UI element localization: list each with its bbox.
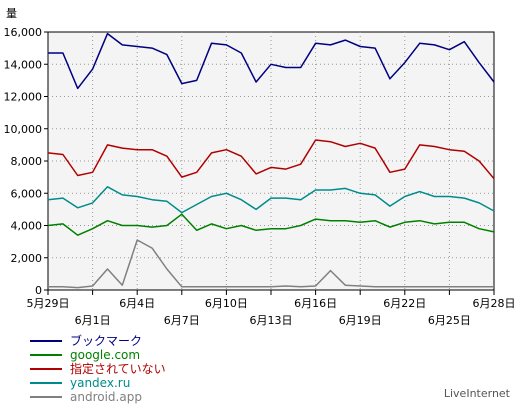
legend-label: android.app xyxy=(70,390,142,404)
y-tick-label: 6,000 xyxy=(11,187,43,200)
x-tick-label: 6月16日 xyxy=(294,297,337,310)
x-tick-label: 6月28日 xyxy=(473,297,516,310)
legend: ブックマークgoogle.com指定されていないyandex.ruandroid… xyxy=(30,333,166,404)
series-line xyxy=(48,239,494,289)
x-tick-label: 6月19日 xyxy=(339,314,382,327)
series-line xyxy=(47,213,495,236)
y-tick-label: 12,000 xyxy=(4,91,43,104)
x-tick-label: 6月25日 xyxy=(428,314,471,327)
series-line xyxy=(48,32,495,90)
x-tick-label: 6月10日 xyxy=(205,297,248,310)
x-tick-label: 6月22日 xyxy=(383,297,426,310)
x-tick-label: 6月4日 xyxy=(119,297,155,310)
x-tick-label: 6月1日 xyxy=(75,314,111,327)
y-tick-label: 16,000 xyxy=(4,26,43,39)
x-tick-label: 6月13日 xyxy=(250,314,293,327)
y-tick-label: 4,000 xyxy=(11,220,43,233)
x-tick-label: 5月29日 xyxy=(27,297,70,310)
gridlines xyxy=(48,32,494,290)
x-tick-label: 6月7日 xyxy=(164,314,200,327)
legend-label: 指定されていない xyxy=(70,361,166,376)
y-tick-label: 2,000 xyxy=(11,252,43,265)
y-tick-label: 14,000 xyxy=(4,58,43,71)
y-tick-label: 8,000 xyxy=(11,155,43,168)
credit-label: LiveInternet xyxy=(443,387,510,400)
legend-label: ブックマーク xyxy=(70,333,142,348)
series-line xyxy=(47,186,495,214)
legend-label: yandex.ru xyxy=(70,376,130,390)
series-lines xyxy=(47,32,495,289)
legend-label: google.com xyxy=(70,348,140,362)
y-axis-label: 量 xyxy=(6,7,17,20)
axes: 0 2,000 4,000 6,000 8,000 10,000 12,000 14,000 1… xyxy=(4,26,516,327)
y-tick-label: 10,000 xyxy=(4,123,43,136)
y-tick-label: 0 xyxy=(35,284,42,297)
series-line xyxy=(47,139,495,180)
